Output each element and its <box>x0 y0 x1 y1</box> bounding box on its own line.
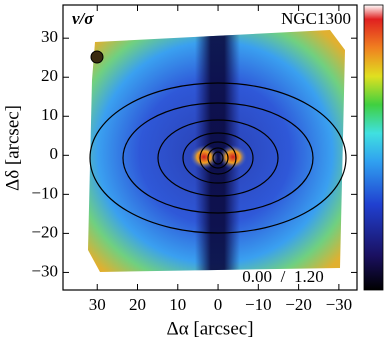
colorbar <box>363 4 384 291</box>
y-axis-label: Δδ [arcsec] <box>2 105 23 191</box>
clim-separator: / <box>281 267 286 286</box>
quantity-label: v/σ <box>72 9 94 28</box>
clim-max: 1.20 <box>294 267 324 286</box>
map <box>63 5 357 290</box>
y-tick-label: 20 <box>41 66 58 85</box>
plot-frame <box>62 4 358 291</box>
x-tick-label: −10 <box>245 295 272 314</box>
chart-title: NGC1300 <box>281 9 351 28</box>
y-tick-label: −20 <box>31 222 58 241</box>
x-tick-label: 0 <box>214 295 223 314</box>
y-tick-label: −10 <box>31 183 58 202</box>
y-tick-label: 0 <box>50 144 59 163</box>
x-tick-label: 30 <box>89 295 106 314</box>
y-tick-label: −30 <box>31 261 58 280</box>
y-tick-label: 10 <box>41 105 58 124</box>
x-tick-label: 10 <box>169 295 186 314</box>
x-tick-label: 20 <box>129 295 146 314</box>
x-tick-label: −20 <box>285 295 312 314</box>
y-tick-label: 30 <box>41 27 58 46</box>
x-axis-label: Δα [arcsec] <box>166 318 253 339</box>
clim-min: 0.00 <box>242 267 272 286</box>
x-tick-label: −30 <box>326 295 353 314</box>
